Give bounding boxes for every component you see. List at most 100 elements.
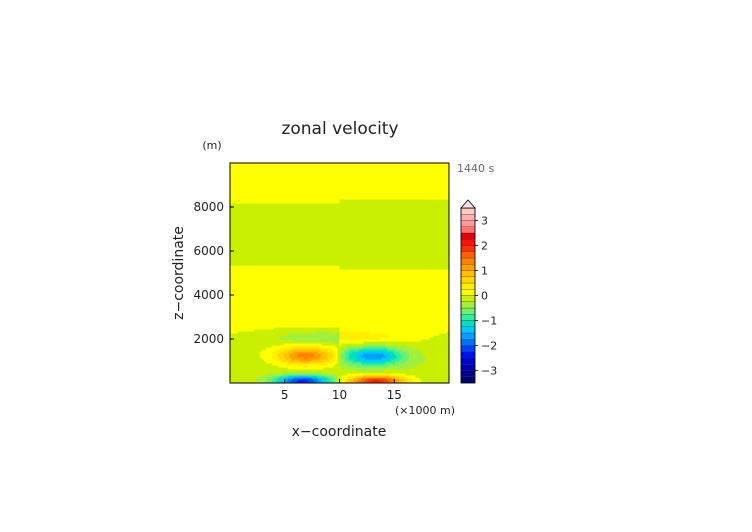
heatmap-cell <box>287 237 291 240</box>
heatmap-cell <box>287 315 291 318</box>
heatmap-cell <box>273 229 277 232</box>
heatmap-cell <box>277 213 281 216</box>
heatmap-cell <box>281 189 285 192</box>
heatmap-cell <box>267 233 271 236</box>
heatmap-cell <box>285 371 289 374</box>
heatmap-cell <box>263 233 267 236</box>
heatmap-cell <box>315 183 319 186</box>
heatmap-cell <box>297 299 301 302</box>
heatmap-cell <box>283 329 287 332</box>
heatmap-cell <box>303 313 307 316</box>
heatmap-cell <box>263 235 267 238</box>
heatmap-cell <box>257 207 261 210</box>
heatmap-cell <box>307 291 311 294</box>
heatmap-cell <box>283 249 287 252</box>
heatmap-cell <box>247 355 251 358</box>
heatmap-cell <box>263 353 267 356</box>
heatmap-cell <box>271 289 275 292</box>
heatmap-cell <box>263 167 267 170</box>
heatmap-cell <box>243 255 247 258</box>
heatmap-cell <box>251 231 255 234</box>
heatmap-cell <box>285 259 289 262</box>
heatmap-cell <box>279 231 283 234</box>
heatmap-cell <box>255 309 259 312</box>
heatmap-cell <box>249 287 253 290</box>
heatmap-cell <box>303 335 307 338</box>
heatmap-cell <box>279 247 283 250</box>
heatmap-cell <box>267 213 271 216</box>
heatmap-cell <box>293 319 297 322</box>
heatmap-cell <box>253 373 257 376</box>
heatmap-cell <box>311 187 315 190</box>
heatmap-cell <box>257 267 261 270</box>
heatmap-cell <box>311 191 315 194</box>
heatmap-cell <box>313 337 317 340</box>
heatmap-cell <box>319 323 323 326</box>
heatmap-cell <box>313 237 317 240</box>
heatmap-cell <box>231 291 235 294</box>
heatmap-cell <box>239 313 243 316</box>
heatmap-cell <box>269 315 273 318</box>
heatmap-cell <box>287 213 291 216</box>
heatmap-cell <box>267 369 271 372</box>
heatmap-cell <box>299 365 303 368</box>
heatmap-cell <box>297 245 301 248</box>
heatmap-cell <box>305 173 309 176</box>
heatmap-cell <box>319 335 323 338</box>
heatmap-cell <box>291 277 295 280</box>
heatmap-cell <box>259 171 263 174</box>
heatmap-cell <box>275 345 279 348</box>
heatmap-cell <box>291 257 295 260</box>
heatmap-cell <box>265 375 269 378</box>
heatmap-cell <box>275 283 279 286</box>
heatmap-cell <box>281 367 285 370</box>
heatmap-cell <box>299 215 303 218</box>
heatmap-cell <box>285 369 289 372</box>
heatmap-cell <box>237 307 241 310</box>
heatmap-cell <box>303 325 307 328</box>
heatmap-cell <box>233 285 237 288</box>
heatmap-cell <box>231 219 235 222</box>
heatmap-cell <box>295 195 299 198</box>
heatmap-cell <box>265 225 269 228</box>
heatmap-cell <box>271 343 275 346</box>
heatmap-cell <box>301 299 305 302</box>
heatmap-cell <box>301 309 305 312</box>
heatmap-cell <box>299 269 303 272</box>
heatmap-cell <box>307 201 311 204</box>
heatmap-cell <box>269 187 273 190</box>
heatmap-cell <box>297 311 301 314</box>
heatmap-cell <box>301 223 305 226</box>
heatmap-cell <box>251 295 255 298</box>
heatmap-cell <box>235 303 239 306</box>
heatmap-cell <box>289 209 293 212</box>
heatmap-cell <box>303 361 307 364</box>
heatmap-cell <box>243 325 247 328</box>
heatmap-cell <box>301 191 305 194</box>
heatmap-cell <box>319 309 323 312</box>
heatmap-cell <box>249 301 253 304</box>
heatmap-cell <box>293 345 297 348</box>
heatmap-cell <box>275 211 279 214</box>
heatmap-cell <box>241 235 245 238</box>
heatmap-cell <box>271 205 275 208</box>
heatmap-cell <box>287 327 291 330</box>
heatmap-cell <box>279 327 283 330</box>
heatmap-cell <box>249 243 253 246</box>
heatmap-cell <box>239 195 243 198</box>
heatmap-cell <box>315 171 319 174</box>
heatmap-cell <box>263 355 267 358</box>
heatmap-cell <box>293 163 297 166</box>
heatmap-cell <box>235 259 239 262</box>
heatmap-cell <box>279 223 283 226</box>
heatmap-cell <box>315 237 319 240</box>
heatmap-cell <box>273 219 277 222</box>
heatmap-cell <box>313 261 317 264</box>
heatmap-cell <box>279 251 283 254</box>
heatmap-cell <box>249 375 253 378</box>
heatmap-cell <box>265 233 269 236</box>
heatmap-cell <box>273 373 277 376</box>
heatmap-cell <box>291 241 295 244</box>
heatmap-cell <box>233 181 237 184</box>
heatmap-cell <box>241 163 245 166</box>
